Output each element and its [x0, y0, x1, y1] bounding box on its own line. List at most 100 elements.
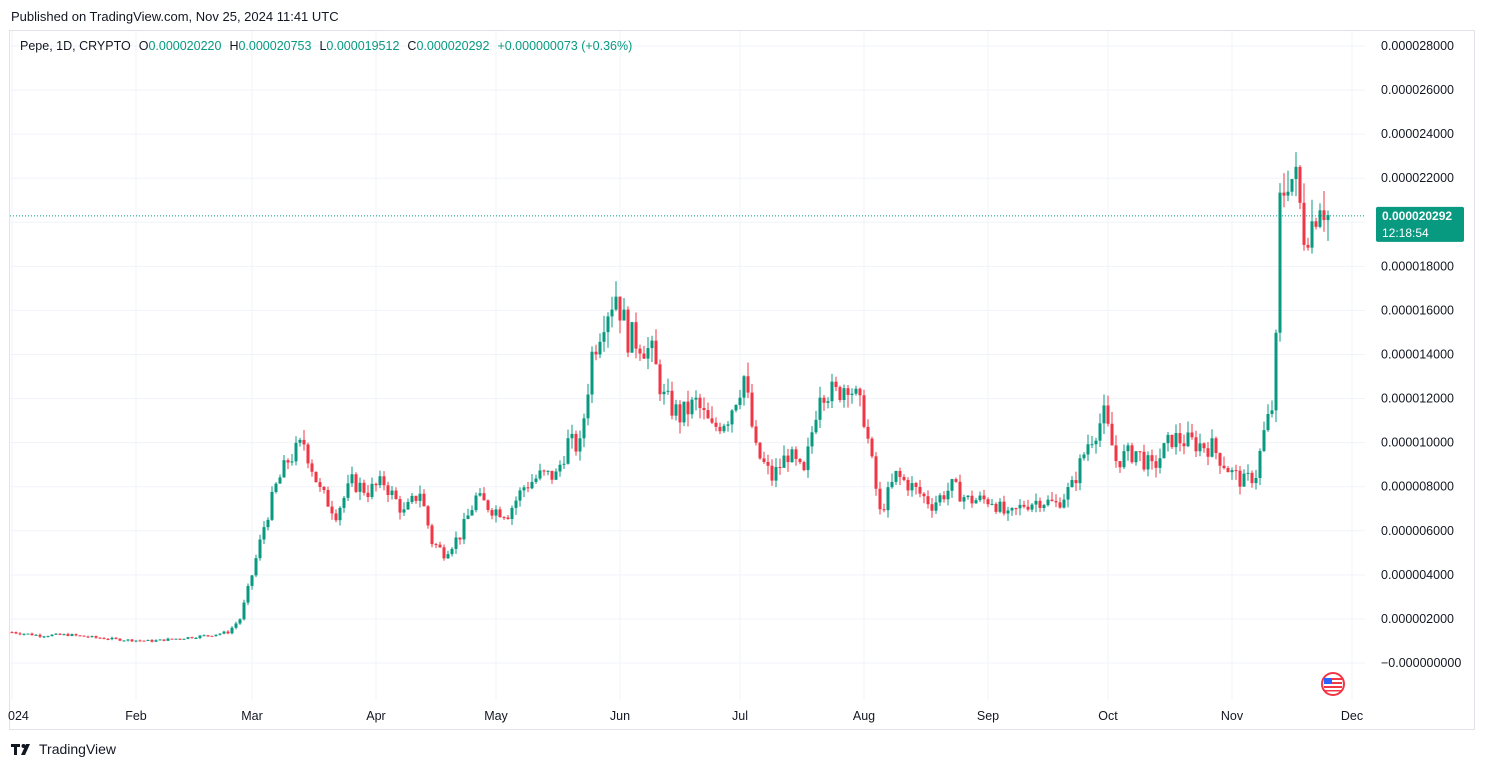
candle-body: [474, 495, 478, 511]
candle-body: [1282, 192, 1286, 196]
candle-body: [142, 640, 146, 642]
candle: [1202, 442, 1206, 453]
y-tick-label: 0.000012000: [1381, 392, 1454, 406]
candle-body: [338, 507, 342, 521]
candle: [1190, 423, 1194, 440]
candle-body: [650, 340, 654, 349]
candle-body: [1082, 454, 1086, 459]
candle: [682, 401, 686, 427]
candle: [206, 635, 210, 638]
candle-body: [1046, 499, 1050, 506]
candle-body: [630, 322, 634, 353]
candle: [18, 632, 22, 636]
candle-body: [434, 544, 438, 546]
candle: [778, 458, 782, 475]
candle: [282, 454, 286, 478]
candle: [554, 468, 558, 481]
candle-body: [522, 487, 526, 491]
candle-body: [378, 476, 382, 486]
candle: [1058, 497, 1062, 509]
candle-body: [1318, 210, 1322, 227]
candle-body: [374, 483, 378, 486]
candle-body: [762, 458, 766, 462]
candle: [1170, 434, 1174, 449]
candle-body: [1142, 451, 1146, 470]
candle: [78, 635, 82, 637]
candle-body: [938, 495, 942, 503]
candle-body: [1266, 413, 1270, 431]
candle: [1014, 507, 1018, 516]
candle: [694, 390, 698, 411]
candle: [146, 639, 150, 641]
us-flag-icon[interactable]: [1318, 672, 1348, 696]
candle-body: [542, 470, 546, 472]
candle: [22, 633, 26, 636]
candle-body: [346, 483, 350, 498]
candle: [442, 544, 446, 561]
candle: [490, 508, 494, 520]
candle: [986, 497, 990, 508]
candle-body: [418, 493, 422, 501]
candle-body: [210, 635, 214, 637]
close-value: 0.000020292: [416, 39, 490, 53]
candle-body: [898, 470, 902, 477]
candle: [46, 635, 50, 638]
candle-body: [482, 493, 486, 501]
candle: [1026, 499, 1030, 512]
candle-body: [594, 351, 598, 355]
candle: [582, 413, 586, 448]
candle-body: [718, 426, 722, 432]
candle-body: [742, 376, 746, 398]
candle: [850, 388, 854, 404]
candle: [486, 499, 490, 513]
candle: [918, 479, 922, 498]
candle: [322, 486, 326, 494]
candle-body: [190, 637, 194, 639]
candle-body: [1314, 221, 1318, 227]
candle: [782, 445, 786, 468]
candle-body: [126, 639, 130, 641]
candle: [786, 448, 790, 472]
candle: [82, 635, 86, 637]
candle-body: [102, 638, 106, 640]
candle: [398, 495, 402, 520]
candle: [746, 362, 750, 399]
candle-body: [510, 507, 514, 519]
candle: [126, 639, 130, 642]
candle: [298, 437, 302, 447]
candle-body: [890, 481, 894, 488]
candle: [470, 505, 474, 516]
candle: [1146, 451, 1150, 477]
candle: [530, 474, 534, 490]
candle: [1126, 442, 1130, 461]
candle: [314, 471, 318, 483]
candle: [826, 397, 830, 409]
candle: [1218, 452, 1222, 474]
candle: [798, 458, 802, 465]
candle: [458, 537, 462, 545]
tradingview-brand[interactable]: TradingView: [39, 741, 117, 757]
candle-body: [730, 410, 734, 425]
candle: [390, 486, 394, 500]
symbol-label[interactable]: Pepe, 1D, CRYPTO: [20, 39, 131, 53]
candle-body: [1162, 443, 1166, 459]
candle: [938, 493, 942, 506]
candle: [330, 500, 334, 520]
candle: [1102, 394, 1106, 434]
candle: [526, 481, 530, 493]
candle-body: [1174, 433, 1178, 448]
candle-body: [222, 631, 226, 634]
candle-body: [1262, 430, 1266, 451]
candle: [86, 635, 90, 638]
x-tick-label: Nov: [1221, 709, 1244, 723]
y-tick-label: 0.000010000: [1381, 436, 1454, 450]
candle: [214, 634, 218, 637]
y-tick-label: 0.000016000: [1381, 303, 1454, 317]
candle-body: [354, 474, 358, 492]
candle-body: [698, 397, 702, 409]
candle: [178, 638, 182, 640]
candle: [878, 481, 882, 515]
candle-body: [534, 478, 538, 482]
y-tick-label: 0.000002000: [1381, 612, 1454, 626]
